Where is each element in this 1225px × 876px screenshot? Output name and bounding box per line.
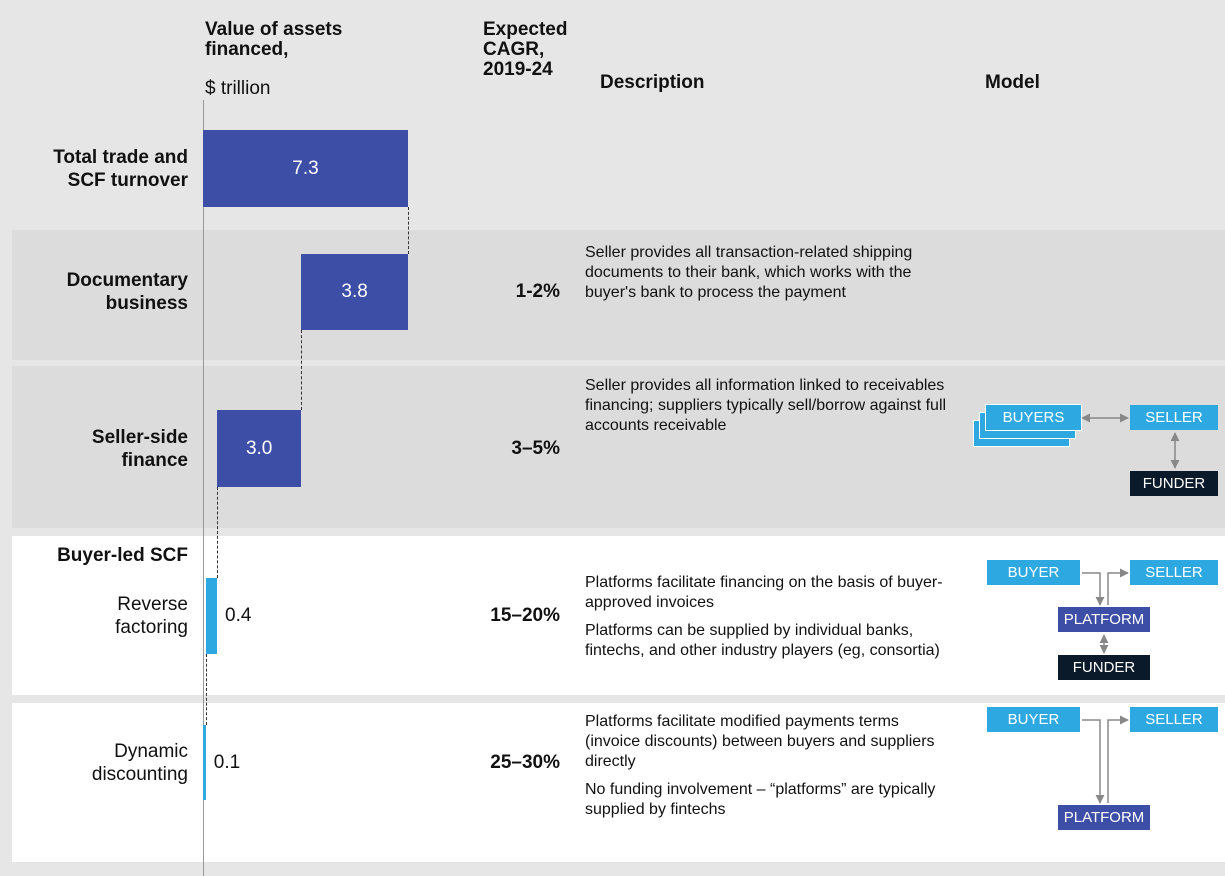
axis-line [203, 100, 204, 876]
model-box: SELLER [1130, 707, 1218, 732]
category-label: Documentary business [66, 270, 188, 314]
model-box: BUYER [987, 707, 1080, 732]
unit-label: $ trillion [205, 78, 271, 99]
connector [408, 207, 409, 254]
category-label: Total trade and SCF turnover [53, 146, 188, 191]
bar [203, 130, 408, 207]
value-title: Value of assets financed, [205, 19, 343, 60]
model-box: SELLER [1130, 560, 1218, 585]
model-box: FUNDER [1058, 655, 1150, 680]
description-text: Platforms can be supplied by individual … [585, 622, 940, 659]
value-label: 0.1 [213, 751, 241, 773]
bar [203, 725, 206, 800]
description-title: Description [600, 72, 705, 93]
bar [205, 578, 218, 654]
model-box: PLATFORM [1058, 805, 1150, 830]
description-text: Seller provides all transaction-related … [585, 244, 913, 301]
model-title: Model [985, 72, 1040, 93]
description: Seller provides all transaction-related … [585, 243, 947, 311]
value-label: 0.4 [225, 605, 252, 626]
description-text: Platforms facilitate financing on the ba… [585, 574, 943, 611]
description: Platforms facilitate financing on the ba… [585, 573, 947, 669]
category-label: Reverse factoring [115, 594, 188, 638]
model-box: FUNDER [1130, 471, 1218, 496]
cagr-value: 1-2% [515, 281, 560, 302]
description: Platforms facilitate modified payments t… [585, 712, 947, 828]
cagr-value: 25–30% [490, 751, 560, 773]
connector [301, 330, 303, 410]
row-band [12, 366, 1225, 528]
connector [217, 487, 219, 578]
description: Seller provides all information linked t… [585, 376, 947, 444]
model-box: BUYERS [985, 404, 1082, 431]
description-text: No funding involvement – “platforms” are… [585, 781, 936, 818]
connector [205, 654, 207, 725]
row-band [12, 230, 1225, 360]
cagr-title: Expected CAGR, 2019-24 [483, 19, 568, 80]
bar [301, 254, 408, 330]
value-label: 3.8 [341, 281, 368, 302]
description-text: Platforms facilitate modified payments t… [585, 713, 935, 770]
value-label: 3.0 [245, 437, 273, 459]
cagr-value: 15–20% [490, 605, 560, 626]
cagr-value: 3–5% [511, 437, 560, 459]
category-label: Dynamic discounting [91, 740, 188, 785]
bar [217, 410, 302, 487]
group-label: Buyer-led SCF [57, 545, 188, 566]
model-box: PLATFORM [1058, 607, 1150, 632]
description-text: Seller provides all information linked t… [585, 377, 947, 434]
category-label: Seller-side finance [91, 426, 188, 471]
model-box: BUYER [987, 560, 1080, 585]
model-box: SELLER [1130, 405, 1218, 430]
value-label: 7.3 [292, 157, 319, 179]
